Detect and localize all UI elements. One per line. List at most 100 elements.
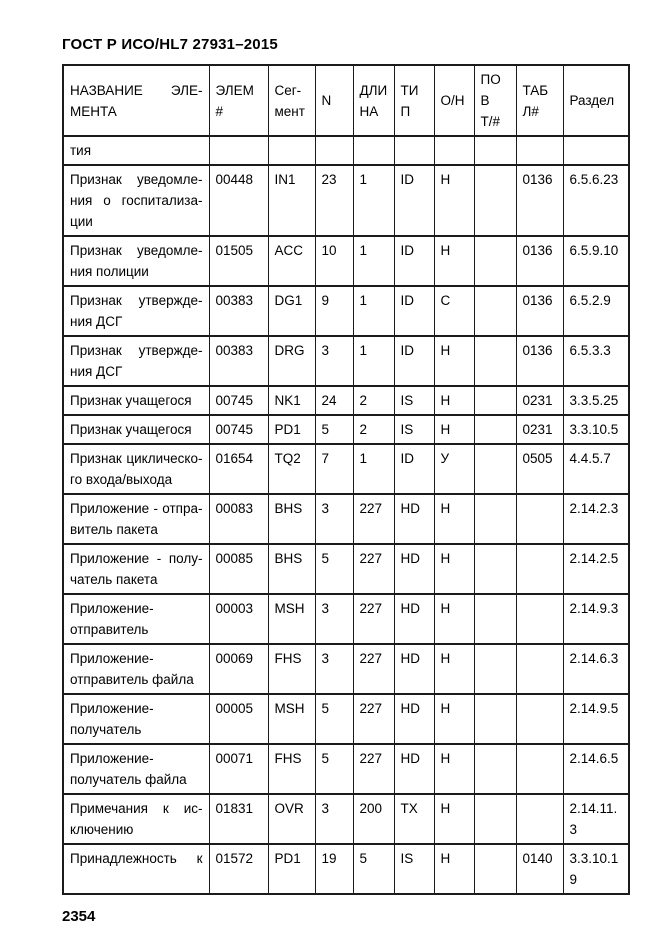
cell-element-name: Признак учащегося <box>62 385 210 416</box>
cell-optionality: Н <box>433 693 475 745</box>
cell-type: IS <box>393 385 435 416</box>
cell-length: 227 <box>352 593 395 645</box>
cell-element-name: Признак уведомле-ния полиции <box>62 235 210 287</box>
table-row: Приложение - отпра-витель пакета 00083 B… <box>62 493 630 545</box>
cell-table-number <box>515 743 564 795</box>
column-header-segment: Сег-мент <box>267 64 316 137</box>
cell-section: 3.3.10.19 <box>562 843 630 895</box>
cell-optionality: Н <box>433 335 475 387</box>
cell-section: 6.5.6.23 <box>562 164 630 237</box>
cell-segment: FHS <box>267 743 316 795</box>
page-number: 2354 <box>62 908 96 925</box>
cell-length: 5 <box>352 843 395 895</box>
cell-element-number: 00085 <box>208 543 269 595</box>
cell-element-number: 00745 <box>208 385 269 416</box>
cell-type: HD <box>393 693 435 745</box>
cell-type <box>393 135 435 166</box>
cell-segment <box>267 135 316 166</box>
cell-section: 3.3.5.25 <box>562 385 630 416</box>
cell-element-name: тия <box>62 135 210 166</box>
cell-element-number: 01572 <box>208 843 269 895</box>
cell-type: ID <box>393 285 435 337</box>
table-row: тия <box>62 135 630 166</box>
cell-segment: BHS <box>267 493 316 545</box>
cell-element-number: 00069 <box>208 643 269 695</box>
cell-length: 1 <box>352 235 395 287</box>
cell-optionality: Н <box>433 414 475 445</box>
cell-section: 2.14.6.5 <box>562 743 630 795</box>
cell-table-number <box>515 543 564 595</box>
cell-segment: MSH <box>267 693 316 745</box>
cell-segment: ACC <box>267 235 316 287</box>
cell-length: 1 <box>352 335 395 387</box>
table-row: Принадлежность к 01572 PD1 19 5 IS Н 014… <box>62 843 630 895</box>
cell-table-number <box>515 693 564 745</box>
cell-section: 2.14.2.3 <box>562 493 630 545</box>
cell-repeat <box>473 593 517 645</box>
cell-segment: IN1 <box>267 164 316 237</box>
table-row: Признак циклическо-го входа/выхода 01654… <box>62 443 630 495</box>
cell-table-number: 0231 <box>515 414 564 445</box>
cell-type: HD <box>393 593 435 645</box>
cell-section: 6.5.2.9 <box>562 285 630 337</box>
column-header-section: Раздел <box>562 64 630 137</box>
cell-optionality: Н <box>433 593 475 645</box>
cell-element-number: 01654 <box>208 443 269 495</box>
column-header-element-number: ЭЛЕМ # <box>208 64 269 137</box>
table-row: Приложение-отправитель 00003 MSH 3 227 H… <box>62 593 630 645</box>
table-header-row: НАЗВАНИЕ ЭЛЕ- МЕНТА ЭЛЕМ # Сег-мент N ДЛИ Н… <box>62 64 630 137</box>
hl7-elements-table: НАЗВАНИЕ ЭЛЕ- МЕНТА ЭЛЕМ # Сег-мент N ДЛИ Н… <box>62 64 630 895</box>
table-row: Приложение-отправитель файла 00069 FHS 3… <box>62 643 630 695</box>
cell-sequence: 24 <box>314 385 354 416</box>
cell-element-number: 00083 <box>208 493 269 545</box>
cell-table-number <box>515 493 564 545</box>
cell-repeat <box>473 443 517 495</box>
cell-element-number: 00383 <box>208 335 269 387</box>
cell-sequence: 5 <box>314 414 354 445</box>
cell-type: HD <box>393 643 435 695</box>
cell-optionality: У <box>433 443 475 495</box>
cell-element-name: Признак циклическо-го входа/выхода <box>62 443 210 495</box>
cell-optionality: Н <box>433 793 475 845</box>
cell-repeat <box>473 414 517 445</box>
cell-optionality: Н <box>433 743 475 795</box>
cell-table-number: 0136 <box>515 235 564 287</box>
cell-repeat <box>473 285 517 337</box>
column-header-optionality: О/Н <box>433 64 475 137</box>
cell-optionality: Н <box>433 235 475 287</box>
cell-table-number <box>515 593 564 645</box>
cell-type: IS <box>393 843 435 895</box>
cell-length: 227 <box>352 493 395 545</box>
table-row: Примечания к ис-ключению 01831 OVR 3 200… <box>62 793 630 845</box>
table-row: Признак учащегося 00745 PD1 5 2 IS Н 023… <box>62 414 630 445</box>
cell-repeat <box>473 743 517 795</box>
cell-sequence: 5 <box>314 693 354 745</box>
cell-segment: NK1 <box>267 385 316 416</box>
standard-title: ГОСТ Р ИСО/HL7 27931–2015 <box>62 36 278 53</box>
cell-segment: PD1 <box>267 843 316 895</box>
cell-sequence: 5 <box>314 743 354 795</box>
cell-section: 6.5.3.3 <box>562 335 630 387</box>
cell-segment: PD1 <box>267 414 316 445</box>
cell-table-number <box>515 643 564 695</box>
cell-element-name: Приложение-получатель <box>62 693 210 745</box>
cell-length: 1 <box>352 164 395 237</box>
cell-type: HD <box>393 493 435 545</box>
column-header-repeat: ПОВ Т/# <box>473 64 517 137</box>
column-header-sequence: N <box>314 64 354 137</box>
cell-segment: BHS <box>267 543 316 595</box>
cell-optionality: Н <box>433 643 475 695</box>
cell-sequence: 3 <box>314 335 354 387</box>
cell-sequence: 19 <box>314 843 354 895</box>
cell-repeat <box>473 164 517 237</box>
table-row: Признак утвержде-ния ДСГ 00383 DG1 9 1 I… <box>62 285 630 337</box>
cell-section: 2.14.11.3 <box>562 793 630 845</box>
table-row: Признак учащегося 00745 NK1 24 2 IS Н 02… <box>62 385 630 416</box>
cell-sequence: 3 <box>314 493 354 545</box>
cell-segment: OVR <box>267 793 316 845</box>
cell-table-number: 0140 <box>515 843 564 895</box>
cell-element-name: Приложение-отправитель файла <box>62 643 210 695</box>
cell-table-number: 0136 <box>515 164 564 237</box>
cell-section: 6.5.9.10 <box>562 235 630 287</box>
cell-length: 2 <box>352 414 395 445</box>
